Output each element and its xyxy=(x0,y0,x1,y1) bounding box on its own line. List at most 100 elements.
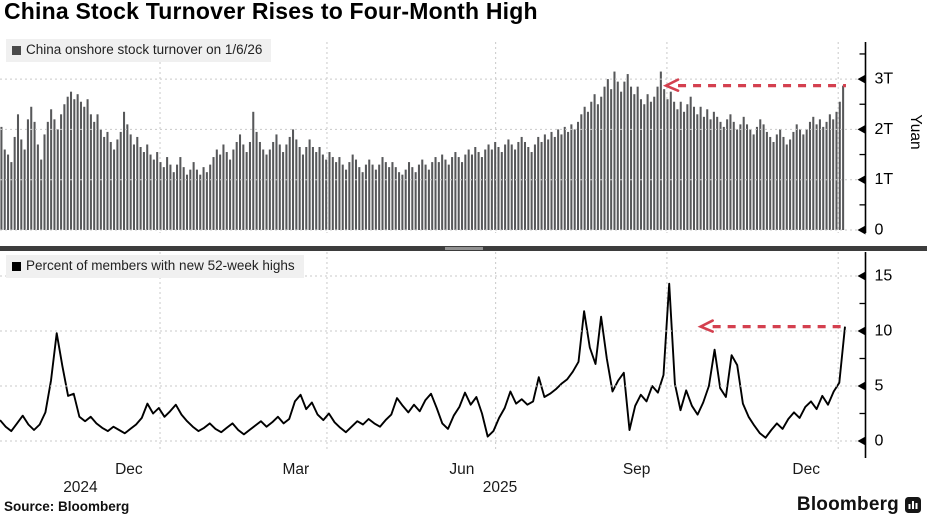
turnover-bar xyxy=(106,131,109,230)
page-title: China Stock Turnover Rises to Four-Month… xyxy=(4,0,538,24)
turnover-bar xyxy=(272,141,275,230)
turnover-bar xyxy=(30,106,33,230)
turnover-bar xyxy=(461,162,464,230)
turnover-bar xyxy=(547,139,550,230)
turnover-bar xyxy=(523,141,527,230)
turnover-bar xyxy=(825,121,828,230)
turnover-bar xyxy=(315,152,318,230)
turnover-bar xyxy=(398,172,401,230)
turnover-bar xyxy=(755,126,758,230)
turnover-bar xyxy=(802,134,805,230)
turnover-bar xyxy=(769,136,772,230)
legend-marker-square-icon xyxy=(12,45,21,55)
turnover-bar xyxy=(3,149,6,230)
turnover-bar xyxy=(381,157,384,230)
turnover-bar xyxy=(46,121,49,230)
turnover-bar xyxy=(712,111,715,230)
turnover-bar xyxy=(179,157,182,230)
turnover-bar xyxy=(182,167,185,231)
turnover-bar xyxy=(477,152,480,230)
turnover-bar xyxy=(570,124,573,230)
turnover-bar xyxy=(444,159,447,230)
turnover-bar xyxy=(643,104,646,230)
turnover-bar xyxy=(663,89,666,230)
turnover-bar xyxy=(447,164,450,230)
legend-turnover-label: China onshore stock turnover on 1/6/26 xyxy=(26,42,263,57)
turnover-bar xyxy=(729,114,732,230)
turnover-bar xyxy=(258,141,261,230)
turnover-bar xyxy=(706,109,709,230)
turnover-bar xyxy=(341,164,344,230)
turnover-bar xyxy=(159,162,162,230)
y-tick-label: 10 xyxy=(875,323,893,340)
divider-drag-handle[interactable] xyxy=(445,247,483,250)
turnover-bar xyxy=(242,144,245,230)
turnover-bar xyxy=(719,121,722,230)
turnover-bar xyxy=(119,131,122,230)
turnover-bar xyxy=(265,154,268,230)
turnover-bar xyxy=(308,139,311,230)
turnover-bar xyxy=(26,119,29,230)
turnover-bar xyxy=(368,159,371,230)
turnover-bar xyxy=(686,104,689,230)
turnover-bar xyxy=(172,172,175,230)
turnover-bar xyxy=(573,129,576,230)
turnover-bar xyxy=(136,136,139,230)
turnover-bar xyxy=(474,147,477,230)
turnover-bar xyxy=(338,157,341,230)
turnover-bar xyxy=(762,124,765,230)
x-year-label: 2024 xyxy=(63,479,98,496)
turnover-bar xyxy=(533,144,536,230)
turnover-bar xyxy=(497,147,500,230)
turnover-bar xyxy=(759,119,762,230)
turnover-bar xyxy=(109,141,112,230)
turnover-bar xyxy=(156,152,159,230)
turnover-bar xyxy=(732,121,735,230)
turnover-bar xyxy=(229,159,232,230)
turnover-bar xyxy=(815,124,818,230)
turnover-bar xyxy=(146,144,149,230)
turnover-bar xyxy=(427,169,430,230)
turnover-bar xyxy=(89,114,92,230)
turnover-bar xyxy=(702,116,705,230)
turnover-bar xyxy=(659,71,662,230)
x-month-label: Dec xyxy=(792,461,820,478)
turnover-bar xyxy=(63,104,66,230)
turnover-bar xyxy=(689,96,692,231)
turnover-bar xyxy=(772,141,775,230)
turnover-bar xyxy=(722,126,725,230)
turnover-bar xyxy=(765,131,768,230)
turnover-bar xyxy=(745,124,749,230)
52wk-highs-line xyxy=(0,282,846,439)
turnover-bar xyxy=(295,139,298,230)
turnover-bar xyxy=(331,157,334,230)
y-tick-label: 0 xyxy=(875,222,884,239)
turnover-bar xyxy=(388,167,391,231)
turnover-bar xyxy=(563,126,566,230)
turnover-bar xyxy=(484,149,487,230)
turnover-bar xyxy=(676,109,679,230)
turnover-bar xyxy=(421,159,424,230)
axis-tick-arrow xyxy=(857,74,866,84)
turnover-bar xyxy=(345,169,348,230)
turnover-bar xyxy=(775,134,778,230)
turnover-bar xyxy=(583,106,586,230)
turnover-bar xyxy=(116,139,119,230)
axis-tick-arrow xyxy=(857,381,866,391)
turnover-bar xyxy=(275,134,278,230)
turnover-bar xyxy=(709,119,712,230)
turnover-bar xyxy=(79,101,82,231)
turnover-bar xyxy=(176,164,179,230)
y-tick-label: 1T xyxy=(875,171,894,188)
turnover-bar xyxy=(0,126,3,230)
y-tick-label: 3T xyxy=(875,71,894,88)
legend-52wk-highs: Percent of members with new 52-week high… xyxy=(6,255,304,279)
turnover-bar xyxy=(364,164,367,230)
turnover-bar xyxy=(441,154,444,230)
turnover-bar xyxy=(537,136,540,230)
turnover-bar xyxy=(185,174,189,230)
turnover-bar xyxy=(129,134,132,230)
turnover-bar xyxy=(424,164,427,230)
turnover-bar xyxy=(10,162,13,230)
turnover-bar xyxy=(123,111,126,230)
